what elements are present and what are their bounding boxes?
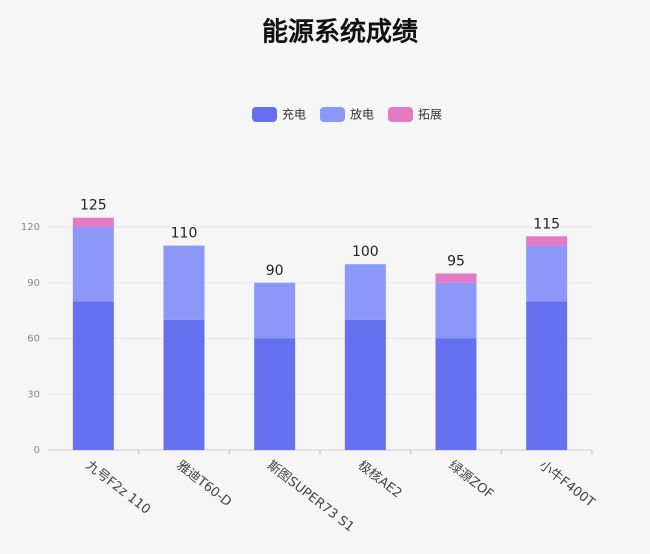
legend-label: 拓展 xyxy=(418,108,442,122)
bar-segment xyxy=(526,301,568,450)
bar-segment xyxy=(72,301,114,450)
y-tick-label: 90 xyxy=(27,278,40,289)
legend-swatch xyxy=(388,107,413,122)
legend-label: 充电 xyxy=(282,107,306,122)
legend-swatch xyxy=(320,107,345,122)
total-label: 90 xyxy=(266,263,284,279)
bar-segment xyxy=(526,236,568,246)
bar-segment xyxy=(163,319,205,450)
bar-segment xyxy=(163,245,205,320)
chart-title: 能源系统成绩 xyxy=(262,17,418,48)
total-label: 100 xyxy=(352,244,379,260)
bar-segment xyxy=(72,217,114,227)
legend-swatch xyxy=(252,107,277,122)
bar-segment xyxy=(254,338,296,450)
y-tick-label: 0 xyxy=(34,445,40,456)
total-label: 115 xyxy=(533,216,560,232)
total-label: 125 xyxy=(80,198,107,214)
bar-segment xyxy=(254,282,296,339)
total-label: 110 xyxy=(171,226,198,242)
bar-segment xyxy=(72,227,114,302)
y-tick-label: 120 xyxy=(21,222,40,233)
bar-segment xyxy=(344,264,386,320)
bar-segment xyxy=(435,338,477,450)
bar-segment xyxy=(435,282,477,339)
bar-segment xyxy=(526,245,568,302)
y-tick-label: 60 xyxy=(27,334,40,345)
legend-label: 放电 xyxy=(350,107,374,122)
bar-segment xyxy=(344,319,386,450)
bar-segment xyxy=(435,273,477,283)
total-label: 95 xyxy=(447,253,465,269)
y-tick-label: 30 xyxy=(27,389,40,400)
